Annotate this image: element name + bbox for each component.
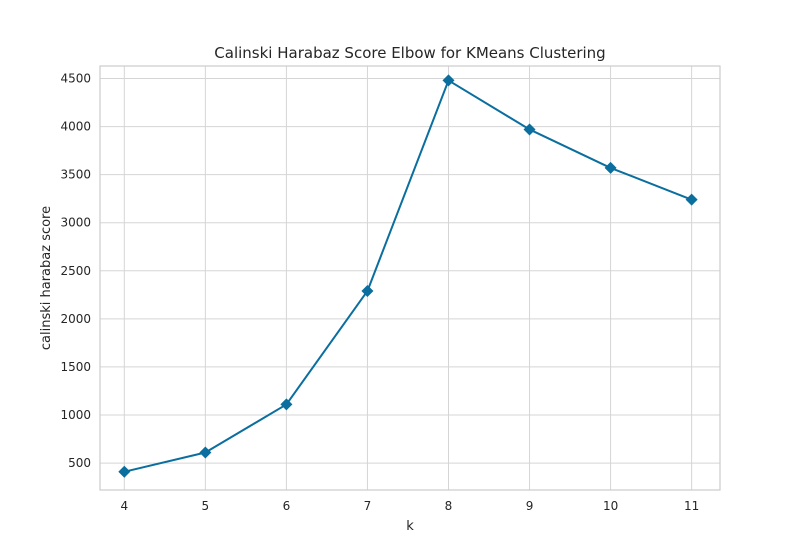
data-point-marker — [523, 123, 536, 136]
x-tick-label: 10 — [603, 499, 618, 513]
y-tick-label: 2000 — [60, 312, 91, 326]
data-point-marker — [604, 161, 617, 174]
data-point-marker — [199, 446, 212, 459]
data-point-marker — [442, 74, 455, 87]
series-line — [124, 79, 692, 473]
y-tick-label: 1000 — [60, 408, 91, 422]
y-tick-label: 1500 — [60, 360, 91, 374]
data-point-marker — [280, 398, 293, 411]
x-tick-label: 7 — [364, 499, 372, 513]
y-tick-label: 2500 — [60, 264, 91, 278]
x-tick-label: 11 — [684, 499, 699, 513]
plot-area-frame — [99, 65, 721, 491]
grid — [100, 66, 720, 490]
tick-labels: 4 5 6 7 8 9 10 11 500 1000 1500 2000 2500 3000 3500 400… — [60, 71, 699, 513]
y-tick-label: 4000 — [60, 120, 91, 134]
x-tick-label: 8 — [445, 499, 453, 513]
y-tick-label: 500 — [68, 456, 91, 470]
y-tick-label: 3000 — [60, 216, 91, 230]
x-tick-label: 6 — [283, 499, 291, 513]
data-point-marker — [118, 465, 131, 478]
x-tick-label: 9 — [526, 499, 534, 513]
chart-title: Calinski Harabaz Score Elbow for KMeans … — [214, 44, 605, 62]
data-point-marker — [361, 284, 374, 297]
y-axis-label: calinski harabaz score — [39, 206, 54, 350]
x-tick-label: 5 — [202, 499, 210, 513]
series-layer — [118, 74, 698, 478]
y-tick-label: 4500 — [60, 71, 91, 85]
data-point-marker — [685, 193, 698, 206]
y-tick-label: 3500 — [60, 168, 91, 182]
x-tick-label: 4 — [120, 499, 128, 513]
x-axis-label: k — [406, 519, 414, 534]
